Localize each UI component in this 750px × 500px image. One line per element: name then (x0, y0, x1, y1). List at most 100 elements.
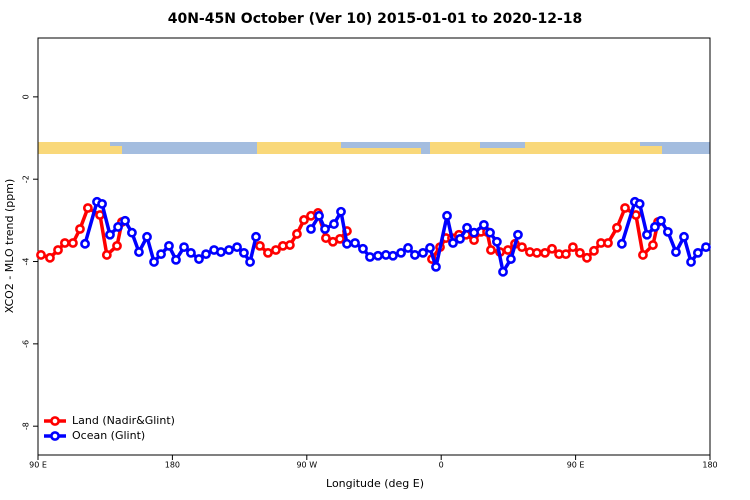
point (68, 238, 78, 248)
point (431, 261, 441, 272)
point (532, 247, 542, 258)
point (239, 247, 249, 258)
point (568, 242, 578, 253)
point (120, 215, 130, 226)
point (314, 210, 324, 221)
chart-title: 40N-45N October (Ver 10) 2015-01-01 to 2… (168, 11, 583, 27)
point (164, 240, 174, 251)
point (634, 198, 645, 209)
point (479, 219, 489, 230)
legend-marker (50, 416, 60, 426)
point (36, 250, 46, 260)
land-ocean-strip (38, 142, 710, 154)
point (320, 224, 330, 234)
point (112, 240, 122, 251)
point (201, 249, 211, 260)
point (485, 227, 495, 238)
point (216, 247, 226, 257)
point (179, 242, 189, 253)
y-axis-title: XCO2 - MLO trend (ppm) (3, 179, 16, 314)
point (679, 231, 689, 242)
point (97, 198, 107, 209)
point (442, 210, 452, 221)
point (336, 206, 346, 217)
land-band (341, 148, 421, 154)
x-tick-label: 0 (439, 461, 444, 470)
point (270, 245, 281, 255)
point (686, 257, 696, 267)
point (306, 224, 316, 234)
point (321, 233, 331, 243)
point (45, 252, 55, 263)
point (425, 243, 435, 253)
point (75, 224, 85, 234)
point (589, 245, 599, 256)
y-tick-label: -4 (22, 258, 31, 266)
point (469, 227, 479, 238)
point (560, 249, 571, 260)
point (134, 247, 144, 257)
point (575, 247, 585, 258)
point (671, 247, 681, 257)
point (251, 231, 261, 242)
y-tick-label: -2 (22, 175, 31, 183)
y-tick-label: -8 (22, 422, 31, 430)
point (649, 222, 660, 232)
point (396, 247, 406, 258)
point (263, 247, 273, 258)
point (492, 236, 502, 247)
point (82, 203, 93, 213)
point (648, 240, 658, 250)
land-band (38, 142, 110, 154)
point (127, 227, 137, 238)
point (186, 247, 196, 258)
point (582, 252, 592, 263)
point (418, 247, 428, 258)
point (292, 229, 302, 239)
point (388, 250, 398, 261)
point (171, 254, 181, 265)
point (403, 243, 413, 253)
x-tick-label: 90 W (296, 461, 317, 470)
y-tick-label: -6 (22, 340, 31, 348)
point (149, 257, 159, 267)
legend-marker (50, 431, 60, 441)
land-band (480, 148, 525, 154)
point (194, 254, 204, 264)
point (603, 238, 613, 248)
point (503, 245, 513, 255)
point (547, 243, 557, 254)
point (373, 250, 383, 261)
x-tick-label: 180 (165, 461, 180, 470)
legend-label: Land (Nadir&Glint) (72, 414, 175, 427)
point (255, 240, 265, 251)
point (410, 250, 420, 260)
point (693, 247, 703, 258)
point (513, 229, 523, 240)
point (113, 222, 123, 232)
point (517, 242, 527, 253)
point (656, 215, 666, 226)
legend-label: Ocean (Glint) (72, 429, 145, 442)
point (642, 229, 652, 240)
point (232, 242, 242, 253)
point (616, 238, 627, 249)
point (662, 226, 673, 237)
point (506, 254, 516, 264)
point (486, 245, 496, 255)
x-axis-title: Longitude (deg E) (326, 477, 424, 490)
land-band (640, 146, 662, 154)
x-tick-label: 90 E (29, 461, 47, 470)
point (612, 222, 622, 233)
point (59, 238, 70, 248)
y-tick-label: 0 (22, 94, 31, 99)
point (53, 245, 63, 255)
land-band (525, 142, 640, 154)
point (224, 245, 234, 255)
point (101, 250, 112, 260)
point (105, 229, 115, 240)
point (156, 249, 166, 260)
x-tick-label: 90 E (567, 461, 585, 470)
point (638, 250, 648, 260)
